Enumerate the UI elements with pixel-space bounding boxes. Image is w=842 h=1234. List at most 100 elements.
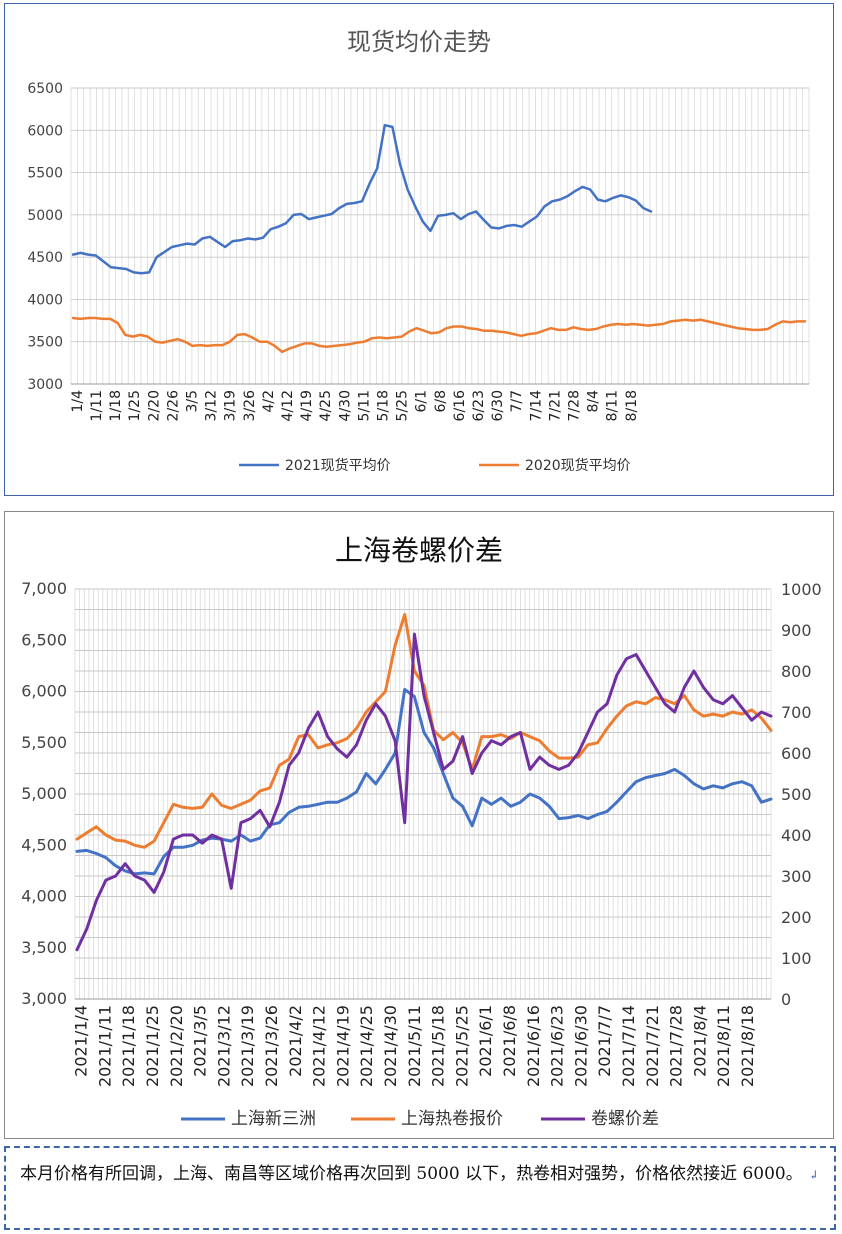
x-axis-tick-label: 8/18 (624, 390, 640, 421)
x-axis-tick-label: 4/19 (299, 390, 315, 421)
x-axis-tick-label: 4/12 (280, 390, 296, 421)
x-axis-tick-label: 2021/3/26 (262, 1005, 281, 1087)
x-axis-tick-label: 1/18 (108, 390, 124, 421)
x-axis-tick-label: 2021/5/25 (452, 1005, 471, 1087)
series-line-3 (75, 632, 773, 952)
x-axis-tick-label: 2021/4/12 (310, 1005, 329, 1087)
paragraph-mark-icon: ↲ (808, 1168, 819, 1182)
x-axis-tick-label: 2021/8/4 (690, 1005, 709, 1077)
y2-axis-tick-label: 400 (781, 826, 812, 845)
spot-average-price-chart-panel: 现货均价走势 3000 3500 4000 4500 5000 5500 6000 6500 1/… (4, 3, 834, 496)
spot-average-price-chart: 现货均价走势 3000 3500 4000 4500 5000 5500 6000 6500 1/… (27, 28, 810, 474)
y-axis-tick-label: 3500 (27, 335, 63, 351)
x-axis-tick-label: 2021/4/19 (333, 1005, 352, 1087)
x-axis-tick-label: 2021/7/28 (667, 1005, 686, 1087)
series-line-2 (71, 316, 807, 354)
x-axis-tick-label: 2021/7/7 (595, 1005, 614, 1077)
y2-axis-tick-label: 700 (781, 703, 812, 722)
x-axis-tick-label: 2021/4/25 (357, 1005, 376, 1087)
shanghai-coil-rebar-spread-chart-panel: 上海卷螺价差 3,000 3,500 4,000 4,500 5,000 5,500 6,00… (4, 511, 834, 1139)
x-axis-tick-label: 7/28 (567, 390, 583, 421)
x-axis-tick-label: 1/25 (127, 390, 143, 421)
x-axis-tick-label: 7/21 (547, 390, 563, 421)
series-line-1 (71, 123, 653, 275)
y2-axis-tick-label: 0 (781, 990, 791, 1009)
x-axis-tick-label: 6/8 (433, 390, 449, 413)
legend-label: 上海新三洲 (231, 1109, 316, 1129)
y2-axis-tick-label: 100 (781, 949, 812, 968)
x-axis-tick-label: 2021/6/30 (571, 1005, 590, 1087)
x-axis-tick-label: 5/18 (376, 390, 392, 421)
x-axis-tick-label: 5/11 (356, 390, 372, 421)
legend-label: 卷螺价差 (591, 1109, 659, 1129)
x-axis-tick-label: 2021/4/2 (286, 1005, 305, 1077)
x-axis-tick-label: 6/23 (471, 390, 487, 421)
x-axis-tick-label: 2021/1/25 (143, 1005, 162, 1087)
x-axis-tick-label: 2021/4/30 (381, 1005, 400, 1087)
y-axis-tick-label: 6500 (27, 81, 63, 97)
y-axis-tick-label: 3,500 (21, 938, 67, 957)
x-axis-tick-label: 2021/3/5 (191, 1005, 210, 1077)
x-axis-tick-label: 1/11 (89, 390, 105, 421)
x-axis-tick-label: 1/4 (70, 390, 86, 413)
y-axis-tick-label: 4,000 (21, 887, 67, 906)
y-axis-tick-label: 3,000 (21, 989, 67, 1008)
series-line-1 (75, 687, 773, 876)
x-axis-tick-label: 3/5 (185, 390, 201, 413)
y2-axis-tick-label: 200 (781, 908, 812, 927)
y2-axis-tick-label: 900 (781, 621, 812, 640)
x-axis-tick-label: 2021/8/11 (714, 1005, 733, 1087)
y-axis-tick-label: 5000 (27, 208, 63, 224)
y-axis-tick-label: 6,500 (21, 630, 67, 649)
x-axis-tick-label: 2021/7/21 (643, 1005, 662, 1087)
x-axis-tick-label: 2/20 (146, 390, 162, 421)
y-axis-tick-label: 5500 (27, 166, 63, 182)
x-axis-tick-label: 2021/1/18 (119, 1005, 138, 1087)
y-axis-tick-label: 7,000 (21, 579, 67, 598)
x-axis-tick-label: 2021/6/23 (548, 1005, 567, 1087)
y-axis-tick-label: 5,000 (21, 784, 67, 803)
x-axis-tick-label: 4/30 (337, 390, 353, 421)
y-axis-tick-label: 6000 (27, 123, 63, 139)
x-axis-tick-label: 3/19 (223, 390, 239, 421)
chart-title: 现货均价走势 (347, 28, 491, 56)
y-axis-tick-label: 4000 (27, 292, 63, 308)
x-axis-tick-label: 6/1 (414, 390, 430, 413)
x-axis-tick-label: 7/7 (509, 390, 525, 413)
x-axis-tick-label: 2021/1/4 (72, 1005, 91, 1077)
x-axis-tick-label: 3/26 (242, 390, 258, 422)
x-axis-tick-label: 2021/3/12 (214, 1005, 233, 1087)
x-axis-tick-label: 8/11 (605, 390, 621, 421)
x-axis-tick-label: 5/25 (395, 390, 411, 421)
x-axis-tick-label: 2021/6/8 (500, 1005, 519, 1077)
x-axis-tick-label: 2021/6/1 (476, 1005, 495, 1077)
y-axis-tick-label: 4,500 (21, 835, 67, 854)
x-axis-tick-label: 2021/5/18 (429, 1005, 448, 1087)
y-axis-tick-label: 6,000 (21, 682, 67, 701)
x-axis-tick-label: 7/14 (528, 390, 544, 422)
x-axis-tick-label: 6/16 (452, 390, 468, 422)
series-line-2 (75, 613, 773, 849)
y2-axis-tick-label: 500 (781, 785, 812, 804)
x-axis-tick-label: 2021/1/11 (95, 1005, 114, 1087)
x-axis-tick-label: 2021/6/16 (524, 1005, 543, 1087)
y2-axis-tick-label: 300 (781, 867, 812, 886)
commentary-text: 本月价格有所回调，上海、南昌等区域价格再次回到 5000 以下，热卷相对强势，价… (20, 1164, 803, 1184)
x-axis-tick-label: 3/12 (204, 390, 220, 421)
shanghai-coil-rebar-spread-chart: 上海卷螺价差 3,000 3,500 4,000 4,500 5,000 5,500 6,00… (21, 534, 822, 1129)
x-axis-tick-label: 6/30 (490, 390, 506, 421)
legend-label: 2021现货平均价 (285, 457, 391, 474)
x-axis-tick-label: 4/2 (261, 390, 277, 413)
x-axis-tick-label: 2021/7/14 (619, 1005, 638, 1087)
y-axis-tick-label: 5,500 (21, 733, 67, 752)
x-axis-tick-label: 2021/3/19 (238, 1005, 257, 1087)
y2-axis-tick-label: 1000 (781, 580, 822, 599)
y-axis-tick-label: 3000 (27, 377, 63, 393)
legend-label: 2020现货平均价 (525, 457, 631, 474)
x-axis-tick-label: 2021/8/18 (738, 1005, 757, 1087)
y2-axis-tick-label: 600 (781, 744, 812, 763)
commentary-note-box: 本月价格有所回调，上海、南昌等区域价格再次回到 5000 以下，热卷相对强势，价… (4, 1146, 836, 1230)
y2-axis-tick-label: 800 (781, 662, 812, 681)
chart-title: 上海卷螺价差 (335, 534, 503, 567)
legend-label: 上海热卷报价 (401, 1109, 503, 1129)
